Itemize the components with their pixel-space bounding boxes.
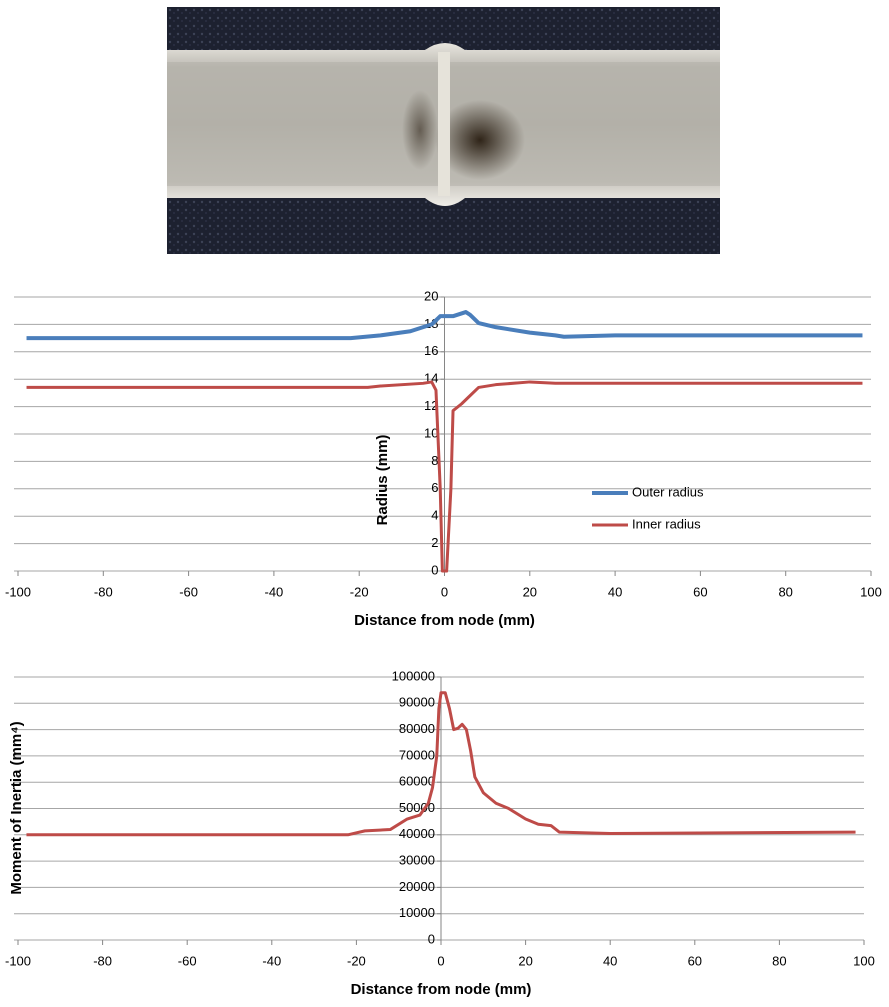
y-tick-label: 100000 [392,668,435,683]
legend-label: Inner radius [632,516,701,531]
y-tick-label: 10 [424,425,438,440]
y-tick-label: 50000 [399,800,435,815]
x-tick-label: 40 [608,584,622,599]
y-tick-label: 0 [431,562,438,577]
y-axis-title: Moment of Inertia (mm⁴) [8,721,25,894]
x-tick-label: -100 [5,953,31,968]
x-tick-label: -60 [178,953,197,968]
y-tick-label: 30000 [399,853,435,868]
x-tick-label: 100 [860,584,882,599]
y-tick-label: 2 [431,535,438,550]
x-tick-label: -80 [93,953,112,968]
y-tick-label: 20 [424,288,438,303]
y-tick-label: 4 [431,508,438,523]
x-axis-title: Distance from node (mm) [354,612,535,629]
x-tick-label: 0 [437,953,444,968]
x-tick-label: 80 [778,584,792,599]
y-tick-label: 80000 [399,721,435,736]
x-tick-label: -100 [5,584,31,599]
x-tick-label: 20 [518,953,532,968]
x-tick-label: -40 [265,584,284,599]
x-tick-label: 20 [523,584,537,599]
x-tick-label: 60 [688,953,702,968]
y-tick-label: 0 [428,931,435,946]
x-tick-label: -60 [179,584,198,599]
y-tick-label: 20000 [399,879,435,894]
x-tick-label: 60 [693,584,707,599]
x-tick-label: 0 [441,584,448,599]
series-line [26,691,856,837]
x-tick-label: -20 [350,584,369,599]
legend-label: Outer radius [632,484,704,499]
x-axis-title: Distance from node (mm) [351,981,532,998]
x-tick-label: -80 [94,584,113,599]
y-tick-label: 10000 [399,905,435,920]
x-tick-label: 80 [772,953,786,968]
y-tick-label: 16 [424,343,438,358]
bamboo-photo [167,7,720,254]
x-tick-label: -40 [262,953,281,968]
y-tick-label: 12 [424,398,438,413]
y-axis-title: Radius (mm) [374,435,391,526]
y-tick-label: 60000 [399,774,435,789]
x-tick-label: -20 [347,953,366,968]
series-line [26,310,863,341]
series-line [26,380,863,573]
y-tick-label: 6 [431,480,438,495]
y-tick-label: 40000 [399,826,435,841]
x-tick-label: 100 [853,953,875,968]
y-tick-label: 90000 [399,695,435,710]
y-tick-label: 8 [431,453,438,468]
x-tick-label: 40 [603,953,617,968]
y-tick-label: 70000 [399,747,435,762]
